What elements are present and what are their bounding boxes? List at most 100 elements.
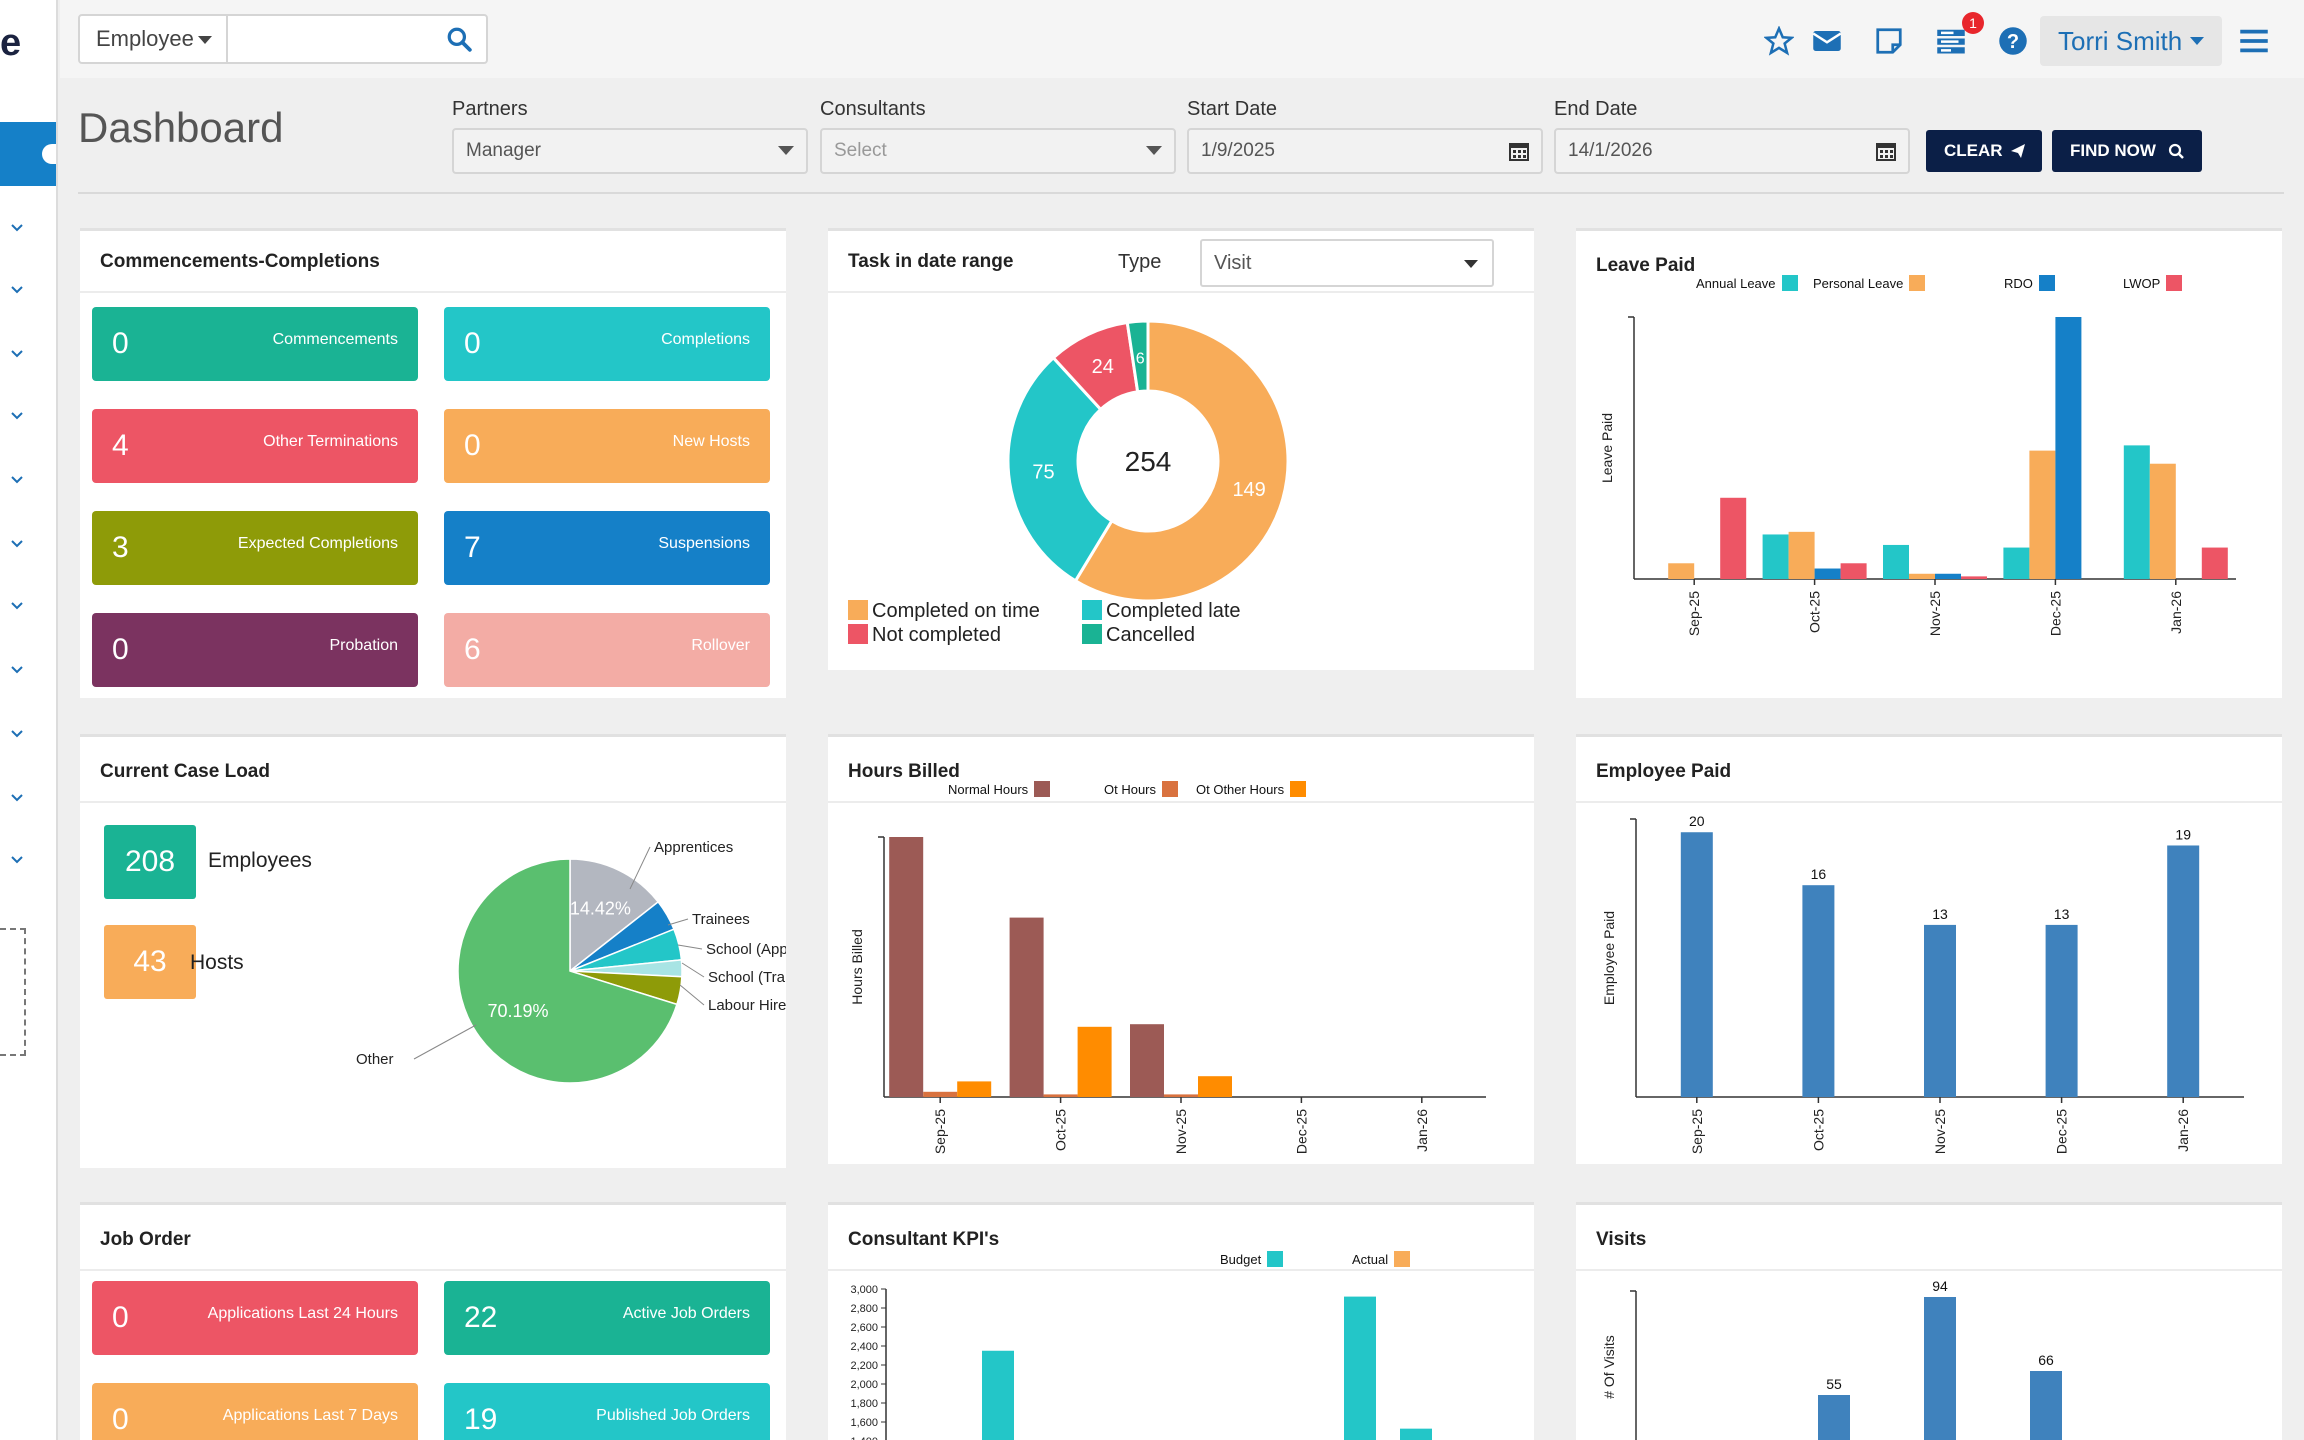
y-axis-label: Leave Paid bbox=[1599, 413, 1615, 483]
legend-swatch bbox=[1082, 600, 1102, 620]
chart-bar[interactable] bbox=[2149, 463, 2176, 579]
case-load-pie-chart: 14.42% 70.19% Apprentices Trainees School (A… bbox=[356, 839, 786, 1084]
chart-bar[interactable] bbox=[2055, 317, 2082, 579]
chevron-down-icon[interactable] bbox=[10, 346, 23, 358]
stat-tile[interactable]: 0 Applications Last 7 Days bbox=[92, 1383, 418, 1440]
chevron-down-icon[interactable] bbox=[10, 790, 23, 802]
chart-bar[interactable] bbox=[1818, 1395, 1850, 1440]
chevron-down-icon[interactable] bbox=[10, 662, 23, 674]
chart-bar[interactable] bbox=[1924, 1297, 1956, 1440]
logo: e bbox=[0, 22, 22, 64]
employees-count[interactable]: 208 bbox=[104, 825, 196, 899]
pie-leader-line bbox=[681, 962, 705, 978]
chevron-down-icon[interactable] bbox=[10, 598, 23, 610]
chart-bar[interactable] bbox=[1680, 832, 1713, 1097]
chart-bar[interactable] bbox=[2201, 547, 2228, 579]
hosts-count[interactable]: 43 bbox=[104, 925, 196, 999]
chart-bar[interactable] bbox=[957, 1081, 992, 1097]
search-icon[interactable] bbox=[446, 26, 472, 52]
chart-bar[interactable] bbox=[982, 1350, 1014, 1440]
chart-bar[interactable] bbox=[1762, 534, 1789, 579]
chart-bar[interactable] bbox=[1883, 544, 1909, 579]
chevron-down-icon[interactable] bbox=[10, 408, 23, 420]
chart-bar[interactable] bbox=[1802, 885, 1835, 1097]
stat-tile[interactable]: 7 Suspensions bbox=[444, 511, 770, 585]
sidebar-dashed-box[interactable] bbox=[0, 928, 26, 1056]
donut-slice[interactable] bbox=[1125, 319, 1150, 394]
pie-slice[interactable] bbox=[569, 858, 660, 973]
chart-bar[interactable] bbox=[2045, 924, 2078, 1097]
calendar-icon[interactable] bbox=[1509, 141, 1529, 161]
menu-icon[interactable] bbox=[2238, 26, 2270, 56]
chart-bar[interactable] bbox=[1909, 573, 1935, 579]
donut-slice-label: 24 bbox=[1092, 356, 1114, 378]
chevron-down-icon[interactable] bbox=[10, 472, 23, 484]
start-date-input[interactable]: 1/9/2025 bbox=[1187, 128, 1543, 174]
end-date-input[interactable]: 14/1/2026 bbox=[1554, 128, 1910, 174]
x-tick-label: Dec-25 bbox=[1293, 1109, 1309, 1154]
chevron-down-icon[interactable] bbox=[10, 536, 23, 548]
chevron-down-icon[interactable] bbox=[10, 852, 23, 864]
star-icon[interactable] bbox=[1764, 26, 1794, 56]
chart-bar[interactable] bbox=[1961, 576, 1987, 579]
consultants-select[interactable]: Select bbox=[820, 128, 1176, 174]
consultant-kpi-chart: 3,000 2,800 2,600 2,400 2,200 2,000 1,800 1,600… bbox=[850, 1284, 1432, 1440]
mail-icon[interactable] bbox=[1812, 26, 1842, 56]
chevron-down-icon[interactable] bbox=[10, 726, 23, 738]
stat-tile[interactable]: 0 Probation bbox=[92, 613, 418, 687]
chart-bar[interactable] bbox=[1400, 1428, 1432, 1440]
search-input[interactable] bbox=[226, 14, 488, 64]
chart-bar[interactable] bbox=[1198, 1076, 1232, 1097]
chart-bar[interactable] bbox=[1840, 563, 1867, 579]
stat-tile[interactable]: 3 Expected Completions bbox=[92, 511, 418, 585]
legend-label: Ot Other Hours bbox=[1196, 782, 1285, 797]
stat-tile[interactable]: 0 Completions bbox=[444, 307, 770, 381]
stat-tile[interactable]: 0 Applications Last 24 Hours bbox=[92, 1281, 418, 1355]
chart-bar[interactable] bbox=[1164, 1094, 1198, 1097]
entity-type-select[interactable]: Employee bbox=[78, 14, 228, 64]
chart-bar[interactable] bbox=[1814, 568, 1841, 579]
chart-bar[interactable] bbox=[2030, 1371, 2062, 1440]
sidebar-item-active[interactable] bbox=[0, 122, 56, 186]
chart-bar[interactable] bbox=[1668, 563, 1695, 579]
stat-tile[interactable]: 19 Published Job Orders bbox=[444, 1383, 770, 1440]
chart-bar[interactable] bbox=[1130, 1024, 1164, 1097]
stat-tile[interactable]: 0 Commencements bbox=[92, 307, 418, 381]
tasks-icon[interactable] bbox=[1936, 26, 1966, 56]
note-icon[interactable] bbox=[1874, 26, 1904, 56]
stat-tile[interactable]: 4 Other Terminations bbox=[92, 409, 418, 483]
calendar-icon[interactable] bbox=[1876, 141, 1896, 161]
end-date-label: End Date bbox=[1554, 98, 1638, 120]
chart-bar[interactable] bbox=[1077, 1026, 1112, 1097]
partners-select[interactable]: Manager bbox=[452, 128, 808, 174]
chart-bar[interactable] bbox=[2029, 450, 2056, 579]
stat-tile[interactable]: 6 Rollover bbox=[444, 613, 770, 687]
chart-bar[interactable] bbox=[2167, 845, 2200, 1097]
chart-bar[interactable] bbox=[889, 837, 924, 1097]
chart-bar[interactable] bbox=[1009, 917, 1044, 1097]
find-now-button[interactable]: FIND NOW bbox=[2052, 130, 2202, 172]
type-select[interactable]: Visit bbox=[1200, 239, 1494, 287]
chart-bar[interactable] bbox=[923, 1091, 958, 1097]
stat-tile[interactable]: 0 New Hosts bbox=[444, 409, 770, 483]
start-date-value: 1/9/2025 bbox=[1201, 140, 1275, 161]
user-menu-button[interactable]: Torri Smith bbox=[2040, 16, 2222, 66]
bar-value-label: 13 bbox=[2054, 906, 2070, 922]
chart-bar[interactable] bbox=[2123, 445, 2150, 579]
chart-bar[interactable] bbox=[1344, 1296, 1376, 1440]
chart-bar[interactable] bbox=[1924, 924, 1956, 1097]
chevron-down-icon[interactable] bbox=[10, 282, 23, 294]
donut-slice-label: 6 bbox=[1136, 350, 1145, 367]
chart-bar[interactable] bbox=[1720, 497, 1747, 579]
chart-bar[interactable] bbox=[2003, 547, 2030, 579]
donut-slice[interactable] bbox=[1073, 319, 1290, 603]
help-icon[interactable]: ? bbox=[1998, 26, 2028, 56]
chart-bar[interactable] bbox=[1043, 1094, 1078, 1097]
chevron-down-icon[interactable] bbox=[10, 220, 23, 232]
donut-slice[interactable] bbox=[1006, 355, 1114, 583]
chart-bar[interactable] bbox=[1935, 573, 1961, 579]
chart-bar[interactable] bbox=[1788, 531, 1815, 579]
clear-button[interactable]: CLEAR bbox=[1926, 130, 2042, 172]
stat-tile[interactable]: 22 Active Job Orders bbox=[444, 1281, 770, 1355]
pie-slice[interactable] bbox=[457, 858, 678, 1084]
